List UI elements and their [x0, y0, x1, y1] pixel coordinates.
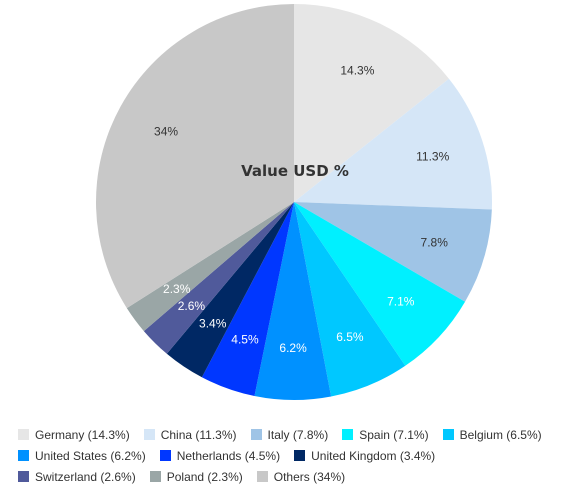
- pie-slice-labels: 14.3% 11.3% 7.8% 7.1% 6.5% 6.2% 4.5% 3.4% 2.6% 2.…: [154, 63, 450, 355]
- pie-slice-belgium: [294, 202, 406, 397]
- pie-slice-germany: [294, 4, 449, 202]
- legend-label: Germany (14.3%): [35, 427, 130, 442]
- legend-swatch: [250, 429, 262, 440]
- legend-label: United States (6.2%): [35, 448, 146, 463]
- legend-item-united-states: United States (6.2%): [18, 449, 146, 463]
- legend-swatch: [18, 429, 29, 440]
- data-label: 11.3%: [416, 149, 449, 163]
- legend-row: Switzerland (2.6%) Poland (2.3%) Others (3…: [18, 466, 578, 487]
- legend-label: Others (34%): [273, 469, 346, 484]
- legend-swatch: [342, 429, 354, 440]
- data-label: 2.6%: [178, 299, 206, 313]
- data-label: 4.5%: [231, 333, 259, 347]
- legend-row: United States (6.2%) Netherlands (4.5%) Un…: [18, 445, 578, 466]
- chart-title: Value USD %: [241, 162, 349, 180]
- legend-swatch: [143, 429, 155, 440]
- legend-item-netherlands: Netherlands (4.5%): [159, 448, 281, 463]
- pie-slice-switzerland: [143, 202, 294, 354]
- legend-swatch: [294, 450, 306, 461]
- legend-item-united-kingdom: United Kingdom (3.4%): [294, 449, 435, 463]
- legend-item-italy: Italy (7.8%): [250, 427, 329, 442]
- legend-swatch: [18, 450, 29, 461]
- legend-swatch: [149, 471, 161, 482]
- data-label: 14.3%: [340, 63, 374, 77]
- chart-legend: Germany (14.3%) China (11.3%) Italy (7.8%)…: [18, 424, 578, 487]
- pie-slice-china: [294, 78, 492, 210]
- legend-swatch: [442, 429, 454, 440]
- legend-item-china: China (11.3%): [143, 427, 237, 442]
- legend-item-germany: Germany (14.3%): [18, 428, 130, 442]
- legend-label: Italy (7.8%): [267, 427, 329, 442]
- legend-item-switzerland: Switzerland (2.6%): [18, 470, 136, 484]
- legend-label: Poland (2.3%): [166, 469, 243, 484]
- pie-slices: [96, 4, 492, 400]
- pie-slice-italy: [294, 202, 492, 302]
- legend-item-spain: Spain (7.1%): [342, 427, 429, 442]
- legend-label: China (11.3%): [160, 427, 237, 442]
- data-label: 2.3%: [163, 282, 191, 296]
- legend-label: Belgium (6.5%): [459, 427, 542, 442]
- pie-slice-united-kingdom: [166, 202, 294, 378]
- legend-swatch: [256, 471, 268, 482]
- legend-swatch: [159, 450, 171, 461]
- data-label: 6.5%: [336, 330, 364, 344]
- pie-slice-netherlands: [201, 202, 294, 397]
- data-label: 3.4%: [199, 316, 227, 330]
- legend-swatch: [18, 471, 29, 482]
- legend-label: United Kingdom (3.4%): [311, 448, 436, 463]
- legend-label: Spain (7.1%): [359, 427, 429, 442]
- pie-slice-spain: [294, 202, 466, 366]
- legend-item-others: Others (34%): [256, 469, 346, 484]
- legend-label: Netherlands (4.5%): [176, 448, 281, 463]
- legend-row: Germany (14.3%) China (11.3%) Italy (7.8%)…: [18, 424, 578, 445]
- data-label: 7.8%: [421, 236, 449, 250]
- pie-slice-others: [96, 4, 295, 309]
- legend-item-poland: Poland (2.3%): [149, 469, 243, 484]
- legend-label: Switzerland (2.6%): [35, 469, 136, 484]
- pie-slice-poland: [126, 202, 294, 332]
- pie-slice-united-states: [254, 202, 332, 400]
- data-label: 6.2%: [279, 341, 307, 355]
- data-label: 7.1%: [387, 295, 415, 309]
- data-label: 34%: [154, 125, 178, 139]
- legend-item-belgium: Belgium (6.5%): [442, 427, 542, 442]
